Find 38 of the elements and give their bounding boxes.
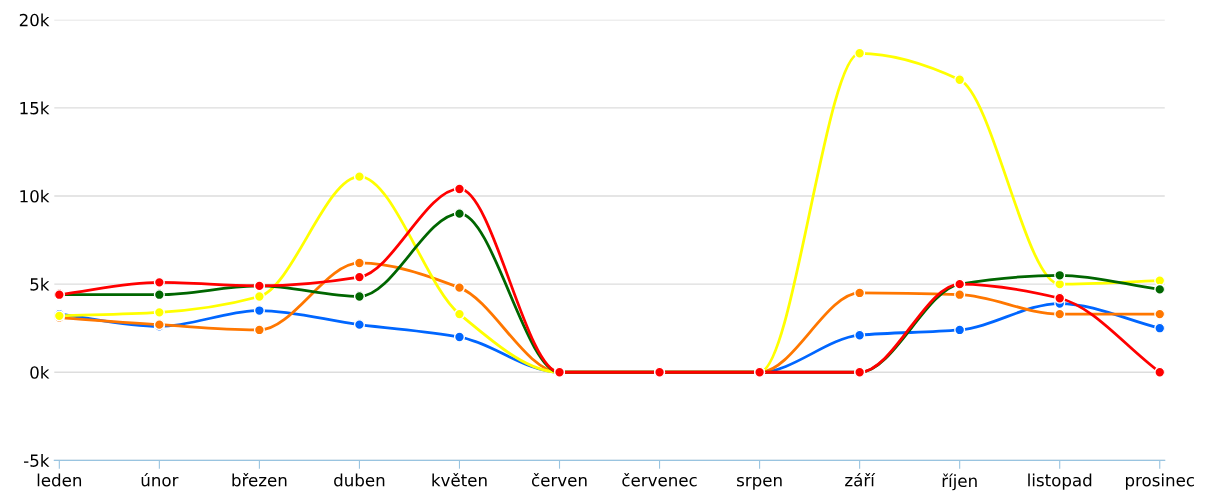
point [453,331,466,343]
point [1054,269,1066,281]
point [253,290,265,303]
x-tick-label: červen [531,472,587,487]
x-tick-label: září [845,472,876,487]
point [1154,322,1165,334]
point [1154,283,1165,295]
point [153,306,165,318]
y-tick-label: 20k [19,13,50,27]
x-tick-label: prosinec [1125,473,1194,490]
x-tick-label: červenec [622,472,697,487]
point [353,290,365,303]
x-tick-label: květen [432,472,487,487]
point [1154,308,1165,320]
point [854,47,866,59]
y-tick-label: -5k [24,454,50,467]
y-tick-label: 15k [20,101,50,115]
point [854,287,866,299]
x-tick-label: listopad [1028,473,1092,490]
x-tick-label: srpen [737,476,782,490]
point [854,329,866,341]
point [153,276,165,288]
point [353,271,365,283]
x-tick-label: leden [37,473,82,487]
x-tick-label: duben [334,473,385,487]
point [353,257,365,269]
point [453,308,466,320]
point [453,183,466,195]
point [1054,308,1066,320]
x-tick-label: říjen [942,473,977,491]
point [1054,292,1066,304]
point [1154,366,1165,378]
x-tick-label: únor [141,472,179,487]
x-tick-label: březen [232,472,287,487]
y-tick-label: 0k [30,365,50,379]
y-tick-label: 5k [30,277,50,291]
y-tick-label: 10k [20,189,50,203]
point [253,305,265,317]
